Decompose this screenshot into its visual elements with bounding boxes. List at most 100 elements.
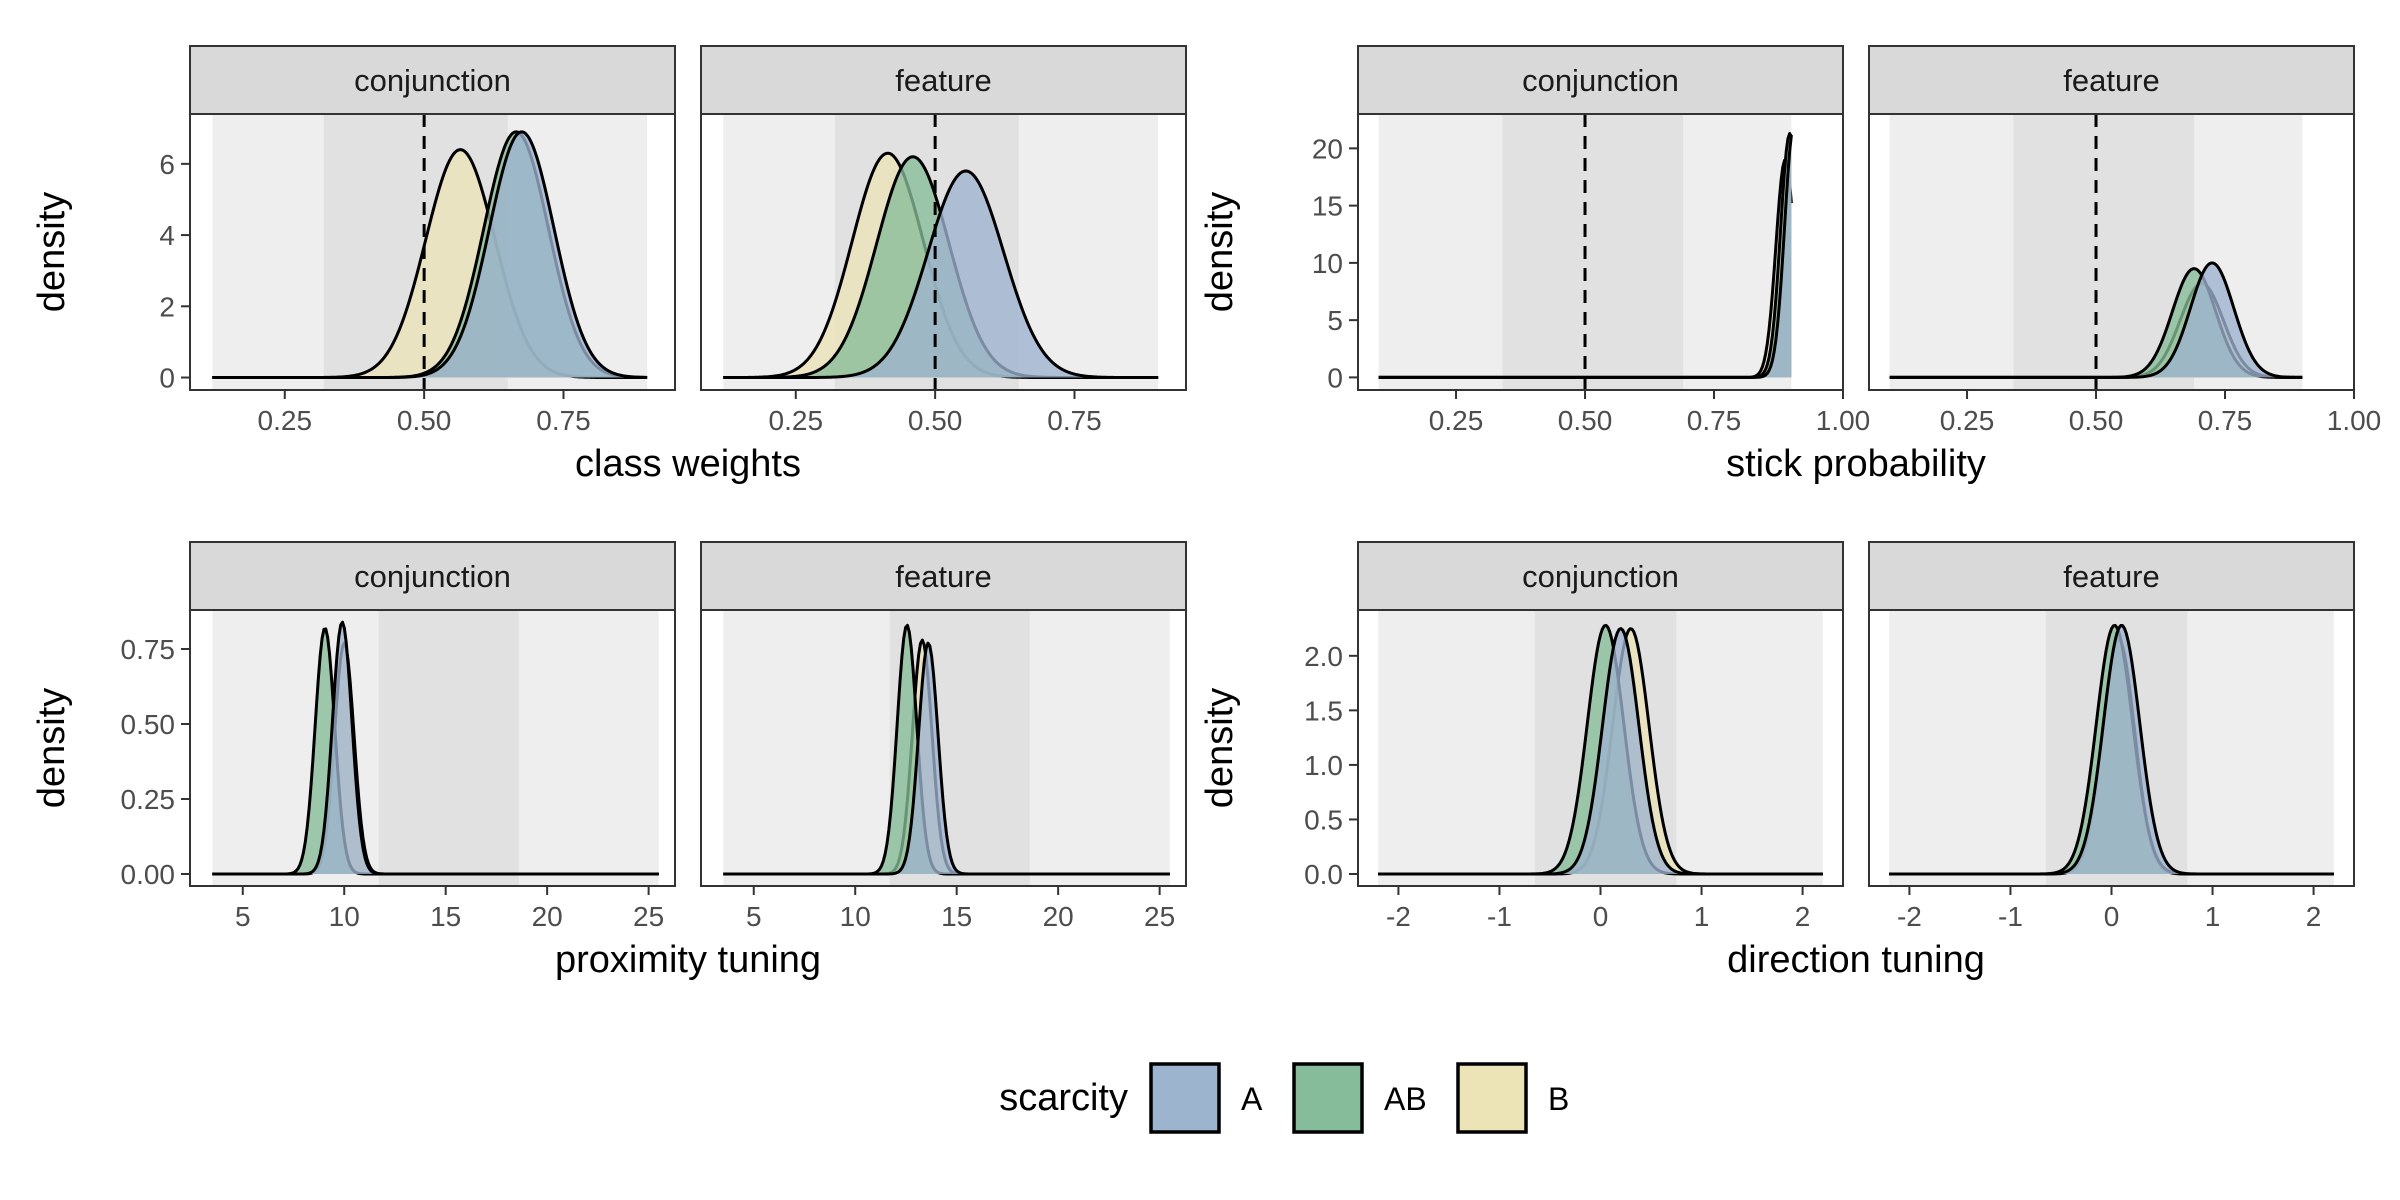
x-tick-label: 25 [633, 901, 664, 932]
facet-strip [700, 45, 1187, 115]
x-tick-label: 0.75 [2198, 405, 2253, 436]
x-axis-title: proximity tuning [555, 939, 821, 981]
x-tick-label: 1 [1694, 901, 1710, 932]
panel-border [1868, 113, 2355, 391]
x-tick-label: 1 [2205, 901, 2221, 932]
y-tick-label: 4 [159, 220, 175, 251]
facet-strip-label: feature [2063, 559, 2160, 594]
y-tick-label: 0 [1327, 362, 1343, 393]
legend-item-A: A [1149, 1062, 1263, 1134]
x-tick-label: 2 [2306, 901, 2322, 932]
density-line-A [723, 169, 1159, 380]
chart-3: conjunction 5 10 15 20 25 0.00 0.25 0.50 0.75 feat… [31, 541, 1187, 981]
density-area-A [212, 131, 648, 378]
y-tick-label: 10 [1312, 248, 1343, 279]
x-tick-label: 20 [1043, 901, 1074, 932]
x-tick-label: 0.25 [1940, 405, 1995, 436]
chart-1: conjunction 0.25 0.50 0.75 0 2 4 6 feature 0.25 0.… [31, 45, 1187, 485]
panel-border [700, 609, 1187, 887]
facet-panel-feature: feature 5 10 15 20 25 [700, 541, 1187, 932]
density-line-A [1378, 134, 1793, 379]
y-axis-title: density [1199, 688, 1241, 808]
facet-strip [1357, 541, 1844, 611]
density-layer [1889, 623, 2334, 876]
chart-4: conjunction -2 -1 0 1 2 0.0 0.5 1.0 1.5 2.0 feature… [1199, 541, 2355, 981]
density-area-A [723, 170, 1159, 378]
density-line-A [1378, 627, 1823, 876]
density-layer [723, 151, 1159, 380]
facet-strip [1868, 45, 2355, 115]
y-tick-label: 0.25 [121, 784, 176, 815]
density-layer [1889, 261, 2303, 379]
x-tick-label: 1.00 [1816, 405, 1871, 436]
x-tick-label: 10 [329, 901, 360, 932]
x-axis-title: direction tuning [1727, 939, 1985, 981]
facet-panel-feature: feature 0.25 0.50 0.75 1.00 [1868, 45, 2382, 436]
x-tick-label: 0.25 [258, 405, 313, 436]
legend-item-B: B [1456, 1062, 1569, 1134]
density-line-A [723, 641, 1170, 876]
x-tick-label: 0.50 [397, 405, 452, 436]
x-tick-label: 0.75 [1687, 405, 1742, 436]
x-tick-label: 0.50 [2069, 405, 2124, 436]
x-tick-label: 0.50 [908, 405, 963, 436]
y-axis-title: density [1199, 192, 1241, 312]
facet-strip [1357, 45, 1844, 115]
chart-2: conjunction 0.25 0.50 0.75 1.00 0 5 10 15 20 featu… [1199, 45, 2382, 485]
legend: scarcity A AB B [999, 1062, 1569, 1134]
x-tick-label: -1 [1487, 901, 1512, 932]
y-tick-label: 5 [1327, 305, 1343, 336]
facet-strip-label: feature [895, 559, 992, 594]
facet-strip-label: feature [895, 63, 992, 98]
x-axis-title: class weights [575, 443, 801, 485]
y-tick-label: 0.5 [1304, 804, 1343, 835]
legend-swatch-B [1456, 1062, 1528, 1134]
y-tick-label: 2.0 [1304, 641, 1343, 672]
y-tick-label: 1.5 [1304, 695, 1343, 726]
facet-strip-label: feature [2063, 63, 2160, 98]
x-tick-label: 15 [430, 901, 461, 932]
density-layer [723, 623, 1170, 876]
x-tick-label: 20 [532, 901, 563, 932]
x-tick-label: 5 [235, 901, 251, 932]
facet-panel-feature: feature -2 -1 0 1 2 [1868, 541, 2355, 932]
x-tick-label: 0.25 [1429, 405, 1484, 436]
x-tick-label: 0.25 [769, 405, 824, 436]
facet-strip [189, 45, 676, 115]
facet-strip-label: conjunction [1522, 559, 1679, 594]
density-line-A [1889, 261, 2303, 379]
x-tick-label: 25 [1144, 901, 1175, 932]
facet-strip [1868, 541, 2355, 611]
x-tick-label: 10 [840, 901, 871, 932]
facet-panel-conjunction: conjunction 5 10 15 20 25 0.00 0.25 0.50 0.75 [121, 541, 676, 932]
x-tick-label: 0.50 [1558, 405, 1613, 436]
x-tick-label: 0.75 [536, 405, 591, 436]
x-axis-title: stick probability [1726, 443, 1986, 485]
density-area-A [1889, 262, 2303, 378]
panel-border [189, 609, 676, 887]
facet-strip-label: conjunction [354, 63, 511, 98]
y-tick-label: 15 [1312, 191, 1343, 222]
y-tick-label: 6 [159, 149, 175, 180]
facet-strip-label: conjunction [354, 559, 511, 594]
x-tick-label: 0 [2104, 901, 2120, 932]
legend-title: scarcity [999, 1077, 1128, 1119]
legend-item-AB: AB [1292, 1062, 1427, 1134]
x-tick-label: 1.00 [2327, 405, 2382, 436]
facet-strip [700, 541, 1187, 611]
x-tick-label: -2 [1897, 901, 1922, 932]
prior-band-inner [1502, 114, 1684, 390]
facet-strip [189, 541, 676, 611]
y-tick-label: 2 [159, 291, 175, 322]
density-line-A [1889, 624, 2334, 876]
y-tick-label: 20 [1312, 133, 1343, 164]
x-tick-label: 0.75 [1047, 405, 1102, 436]
legend-label-B: B [1548, 1081, 1569, 1117]
facet-panel-conjunction: conjunction 0.25 0.50 0.75 0 2 4 6 [159, 45, 676, 436]
density-layer [212, 620, 659, 876]
x-tick-label: 15 [941, 901, 972, 932]
density-layer [1378, 623, 1823, 876]
density-line-A [212, 620, 659, 876]
